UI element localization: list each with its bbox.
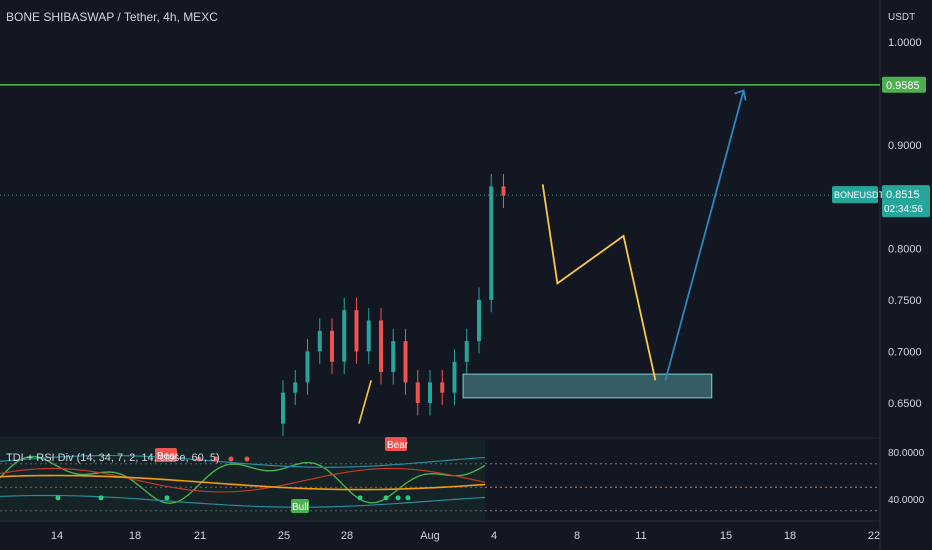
- ind-tick-label: 40.0000: [888, 495, 925, 506]
- ind-tick-label: 80.0000: [888, 448, 925, 459]
- time-axis-label: 18: [784, 530, 796, 542]
- time-axis-label: 8: [574, 530, 580, 542]
- price-tick-label: 0.7500: [888, 295, 922, 307]
- symbol-tag: [832, 186, 878, 204]
- projection-arrow: [664, 90, 745, 381]
- rsi-line: [0, 455, 486, 505]
- time-axis-label: 22: [868, 530, 880, 542]
- price-tick-label: 0.6500: [888, 398, 922, 410]
- candle-body: [501, 186, 506, 196]
- bull-label: Bull: [292, 502, 309, 513]
- time-axis-label: 4: [491, 530, 497, 542]
- candle-body: [379, 320, 383, 373]
- arrow-head-icon: [734, 89, 747, 101]
- candle-body: [464, 341, 469, 362]
- candle-body: [391, 341, 396, 373]
- bull-dot: [405, 495, 411, 501]
- price-tick-label: 1.0000: [888, 37, 922, 49]
- candle-body: [403, 341, 408, 383]
- countdown-timer: 02:34:56: [884, 204, 923, 215]
- time-axis-label: Aug: [420, 530, 440, 542]
- indicator-title: TDI + RSI Div (14, 34, 7, 2, 14, close, …: [6, 452, 220, 464]
- bear-label: Bear: [387, 440, 409, 451]
- candle-body: [477, 299, 481, 342]
- candle-body: [281, 392, 285, 424]
- signal-line: [0, 467, 486, 493]
- swing-line: [358, 380, 372, 424]
- candle-body: [452, 361, 457, 393]
- time-axis-label: 11: [635, 530, 646, 542]
- last-price-value: 0.8515: [886, 189, 920, 201]
- bear-dot: [213, 456, 219, 462]
- bear-label: Bear: [157, 451, 179, 462]
- candle-body: [366, 320, 371, 352]
- resistance-value: 0.9585: [886, 80, 920, 92]
- bull-dot: [164, 495, 170, 501]
- volatility-lower: [0, 494, 486, 508]
- candle-body: [440, 382, 445, 393]
- volatility-upper: [0, 454, 486, 468]
- bear-dot: [228, 456, 234, 462]
- bull-dot: [357, 495, 363, 501]
- time-axis-label: 14: [51, 530, 63, 542]
- time-axis-label: 18: [129, 530, 141, 542]
- candle-body: [317, 330, 322, 352]
- bull-dot: [55, 495, 61, 501]
- candle-body: [489, 186, 494, 300]
- market-base-line: [0, 474, 486, 491]
- price-tick-label: 0.7000: [888, 346, 922, 358]
- bear-dot: [244, 456, 250, 462]
- price-tick-label: 0.9000: [888, 140, 922, 152]
- time-axis-label: 28: [341, 530, 353, 542]
- time-axis-label: 15: [720, 530, 732, 542]
- candle-body: [305, 351, 310, 383]
- bear-tag-1: [155, 448, 177, 462]
- candle-body: [415, 382, 420, 403]
- price-tick-label: 0.8000: [888, 243, 922, 255]
- bull-dot: [98, 495, 104, 501]
- projection-path: [541, 184, 657, 381]
- bull-tag: [291, 499, 309, 513]
- time-axis-label: 21: [194, 530, 206, 542]
- candle-body: [293, 382, 298, 393]
- chart-title: BONE SHIBASWAP / Tether, 4h, MEXC: [6, 10, 218, 24]
- candle-body: [330, 330, 334, 362]
- symbol-name: BONEUSDT: [834, 190, 885, 200]
- bear-tag-2: [385, 437, 407, 451]
- demand-zone: [462, 373, 713, 399]
- time-axis-label: 25: [278, 530, 290, 542]
- bear-dot: [196, 456, 202, 462]
- last-price-tag: [882, 185, 930, 218]
- candle-body: [354, 310, 359, 352]
- candle-body: [342, 310, 347, 362]
- candle-body: [428, 382, 432, 403]
- bull-dot: [383, 495, 389, 501]
- price-axis-currency: USDT: [888, 12, 915, 23]
- resistance-tag: [882, 76, 926, 93]
- ind-shading: [0, 440, 485, 520]
- bull-dot: [395, 495, 401, 501]
